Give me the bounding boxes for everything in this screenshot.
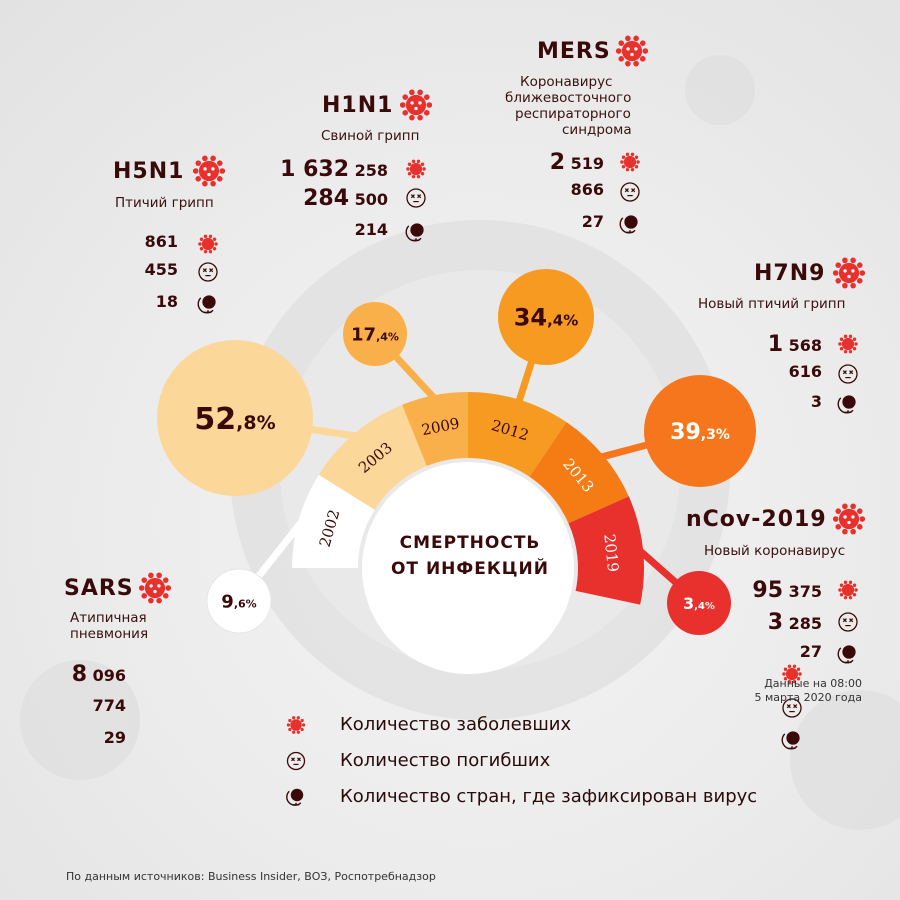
value-label-2003: 52,8% [194,402,275,437]
virus-subtitle-h7n9: Новый птичий грипп [698,296,846,312]
legend-item-countries: Количество стран, где зафиксирован вирус [286,786,757,807]
virus-face-icon [138,572,172,604]
stat-deaths-mers: 866 [570,180,604,199]
dead-face-icon [406,188,426,208]
source-note: По данным источников: Business Insider, … [66,870,436,883]
globe-icon [619,215,638,234]
virus-name-mers: MERS [537,39,611,64]
bubble-2009 [343,302,407,366]
value-label-2009: 17,4% [351,324,399,345]
virus-icon [620,152,640,172]
legend-item-cases: Количество заболевших [286,714,571,735]
virus-subtitle-h5n1: Птичий грипп [115,195,214,211]
virus-subtitle-mers: ближевосточного [505,90,632,106]
virus-subtitle-ncov: Новый коронавирус [704,543,846,559]
virus-icon [286,716,306,734]
legend-countries-label: Количество стран, где зафиксирован вирус [340,786,758,807]
virus-subtitle-mers: респираторного [515,106,631,122]
virus-face-icon [399,89,433,121]
virus-face-icon [832,503,866,535]
bubble-2002 [206,568,272,634]
center-disk [362,462,574,674]
virus-name-h5n1: H5N1 [113,159,185,184]
chart-center-title: СМЕРТНОСТЬ ОТ ИНФЕКЦИЙ [370,530,570,582]
dead-face-icon [198,262,218,282]
segment-2003 [318,404,427,510]
dead-face-icon [620,182,640,202]
virus-subtitle-sars: Атипичная [70,610,147,626]
value-label-2002: 9,6% [221,591,256,612]
bubble-2003 [157,340,313,496]
stat-countries-sars: 29 [103,728,126,747]
date-note-line-2: 5 марта 2020 года [754,691,862,704]
stat-cases-ncov: 95 375 [752,578,822,603]
virus-subtitle-mers: синдрома [562,122,632,138]
segment-2012 [468,392,567,477]
virus-icon [782,664,802,684]
virus-face-icon [192,155,226,187]
globe-icon [837,395,856,414]
virus-subtitle-h1n1: Свиной грипп [321,128,420,144]
virus-icon [406,159,426,179]
legend-deaths-label: Количество погибших [340,750,551,771]
segment-2009 [402,392,468,467]
globe-icon [837,645,856,664]
date-note: Данные на 08:00 5 марта 2020 года [742,677,862,705]
stat-deaths-ncov: 3 285 [767,610,822,635]
bubble-2013 [644,375,756,487]
date-note-line-1: Данные на 08:00 [764,677,862,690]
stat-deaths-h5n1: 455 [144,260,178,279]
virus-name-h7n9: H7N9 [754,261,826,286]
stat-cases-sars: 8 096 [71,662,126,687]
year-label-2019: 2019 [600,533,622,573]
stat-countries-mers: 27 [581,212,604,231]
virus-icon [838,334,858,354]
virus-face-icon [615,35,649,67]
virus-face-icon [832,257,866,289]
virus-subtitle-mers: Коронавирус [520,74,613,90]
stat-countries-ncov: 27 [799,642,822,661]
value-label-2013: 39,3% [670,420,730,445]
dead-face-icon [838,612,858,632]
value-label-2012: 34,4% [514,304,579,332]
globe-icon [405,223,424,242]
virus-name-sars: SARS [64,576,134,601]
dead-face-icon [286,751,306,771]
dead-face-icon [838,364,858,384]
stat-countries-h5n1: 18 [155,292,178,311]
stat-deaths-h1n1: 284 500 [303,186,388,211]
virus-name-ncov: nCov-2019 [686,507,827,532]
legend-item-deaths: Количество погибших [286,750,550,771]
center-title-line-1: СМЕРТНОСТЬ [399,533,541,553]
stat-deaths-sars: 774 [92,696,126,715]
stat-cases-h5n1: 861 [144,232,178,251]
legend-cases-label: Количество заболевших [340,714,572,735]
virus-subtitle-sars: пневмония [70,626,149,642]
globe-icon [197,295,216,314]
bubble-2019 [667,571,731,635]
segment-2002 [292,474,375,568]
virus-icon [838,580,858,600]
value-label-2019: 3,4% [683,594,715,613]
segment-2013 [529,422,629,524]
virus-icon [198,234,218,254]
globe-icon [781,731,800,750]
stat-cases-h7n9: 1 568 [767,332,822,357]
segment-2019 [568,496,644,605]
virus-name-h1n1: H1N1 [322,93,394,118]
center-title-line-2: ОТ ИНФЕКЦИЙ [390,559,549,579]
stat-cases-h1n1: 1 632 258 [280,157,388,182]
stat-countries-h7n9: 3 [810,392,822,411]
bubble-2012 [498,269,594,365]
stat-deaths-h7n9: 616 [788,362,822,381]
globe-icon [286,788,304,806]
stat-countries-h1n1: 214 [354,220,388,239]
dead-face-icon [782,698,802,718]
stat-cases-mers: 2 519 [549,150,604,175]
